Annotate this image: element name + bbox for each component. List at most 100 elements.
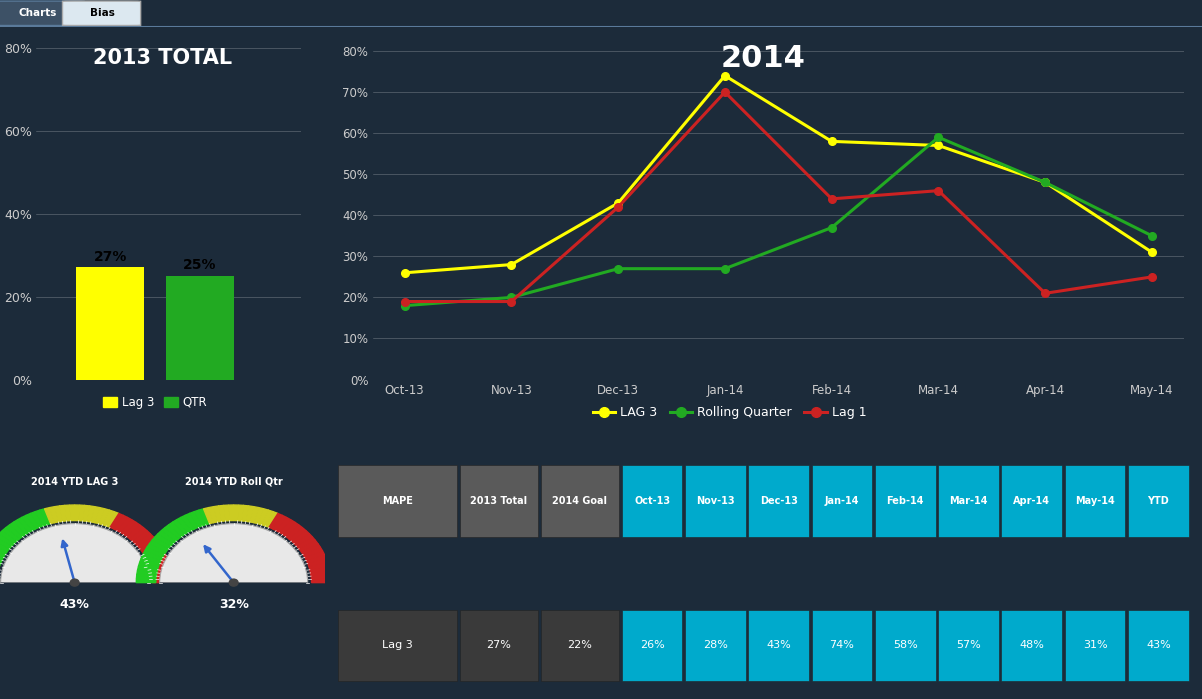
Wedge shape — [130, 528, 147, 541]
Wedge shape — [160, 524, 308, 583]
FancyBboxPatch shape — [1127, 465, 1189, 537]
Wedge shape — [117, 517, 132, 533]
Wedge shape — [155, 534, 173, 546]
Wedge shape — [114, 515, 127, 531]
Wedge shape — [35, 510, 47, 526]
Legend: Lag 3, QTR: Lag 3, QTR — [99, 391, 212, 414]
Wedge shape — [190, 512, 202, 527]
Wedge shape — [149, 540, 168, 552]
Wedge shape — [150, 563, 169, 570]
Wedge shape — [233, 505, 239, 521]
Wedge shape — [17, 517, 32, 533]
Wedge shape — [148, 555, 167, 563]
Wedge shape — [143, 551, 162, 561]
Wedge shape — [132, 531, 150, 544]
Wedge shape — [137, 570, 156, 576]
Wedge shape — [172, 520, 188, 534]
Wedge shape — [106, 512, 119, 527]
Wedge shape — [160, 583, 308, 642]
Wedge shape — [203, 507, 214, 524]
Text: YTD: YTD — [1148, 496, 1170, 506]
Text: Mar-14: Mar-14 — [950, 496, 988, 506]
Wedge shape — [198, 509, 209, 525]
Wedge shape — [257, 509, 268, 525]
FancyBboxPatch shape — [338, 465, 457, 537]
Wedge shape — [0, 555, 2, 563]
FancyBboxPatch shape — [685, 682, 745, 699]
Wedge shape — [102, 510, 114, 526]
Wedge shape — [273, 515, 287, 531]
Text: 48%: 48% — [1019, 640, 1045, 650]
Wedge shape — [40, 509, 50, 525]
Wedge shape — [111, 514, 124, 529]
Wedge shape — [214, 506, 221, 522]
Wedge shape — [13, 520, 29, 534]
Wedge shape — [269, 514, 282, 529]
Text: 58%: 58% — [893, 640, 917, 650]
Text: Lag 3: Lag 3 — [382, 640, 412, 650]
Wedge shape — [302, 544, 321, 554]
Wedge shape — [185, 514, 198, 529]
Wedge shape — [262, 510, 273, 526]
Text: Dec-13: Dec-13 — [760, 496, 798, 506]
Wedge shape — [309, 563, 329, 570]
Wedge shape — [137, 566, 157, 573]
Wedge shape — [224, 505, 230, 521]
FancyBboxPatch shape — [875, 610, 935, 682]
Wedge shape — [141, 555, 161, 563]
Wedge shape — [26, 514, 40, 529]
Text: 2014: 2014 — [721, 43, 805, 73]
Wedge shape — [135, 534, 154, 546]
Text: Bias: Bias — [90, 8, 114, 17]
Wedge shape — [138, 563, 159, 570]
Wedge shape — [120, 520, 136, 534]
FancyBboxPatch shape — [541, 682, 619, 699]
Wedge shape — [147, 544, 166, 554]
Bar — [76, 268, 144, 380]
Wedge shape — [151, 537, 171, 549]
Wedge shape — [139, 559, 160, 567]
Wedge shape — [266, 512, 278, 527]
Wedge shape — [194, 510, 206, 526]
Wedge shape — [299, 540, 319, 552]
Wedge shape — [144, 547, 163, 557]
Wedge shape — [292, 531, 309, 544]
Wedge shape — [2, 528, 19, 541]
Wedge shape — [151, 570, 172, 576]
Text: 26%: 26% — [639, 640, 665, 650]
Wedge shape — [142, 544, 161, 554]
Text: Charts: Charts — [18, 8, 56, 17]
Wedge shape — [124, 522, 139, 537]
Wedge shape — [307, 555, 326, 563]
Circle shape — [70, 579, 79, 586]
Legend: LAG 3, Rolling Quarter, Lag 1: LAG 3, Rolling Quarter, Lag 1 — [588, 401, 871, 424]
FancyBboxPatch shape — [338, 610, 457, 682]
Wedge shape — [10, 522, 25, 537]
Text: 22%: 22% — [567, 640, 593, 650]
FancyBboxPatch shape — [541, 465, 619, 537]
Wedge shape — [0, 544, 7, 554]
Wedge shape — [75, 505, 79, 521]
FancyBboxPatch shape — [938, 610, 999, 682]
FancyBboxPatch shape — [63, 1, 141, 25]
Text: 74%: 74% — [829, 640, 855, 650]
Wedge shape — [0, 547, 5, 557]
Wedge shape — [165, 525, 182, 539]
Wedge shape — [126, 525, 143, 539]
FancyBboxPatch shape — [541, 610, 619, 682]
Wedge shape — [153, 579, 172, 583]
FancyBboxPatch shape — [621, 682, 683, 699]
FancyBboxPatch shape — [685, 610, 745, 682]
Wedge shape — [228, 505, 233, 521]
FancyBboxPatch shape — [938, 682, 999, 699]
Wedge shape — [250, 507, 258, 523]
Wedge shape — [311, 575, 331, 579]
FancyBboxPatch shape — [1065, 610, 1125, 682]
Wedge shape — [145, 551, 166, 561]
Wedge shape — [49, 507, 59, 523]
Wedge shape — [78, 505, 85, 521]
Text: Jan-14: Jan-14 — [825, 496, 859, 506]
Wedge shape — [180, 515, 195, 531]
Wedge shape — [238, 505, 244, 521]
Wedge shape — [87, 506, 95, 522]
